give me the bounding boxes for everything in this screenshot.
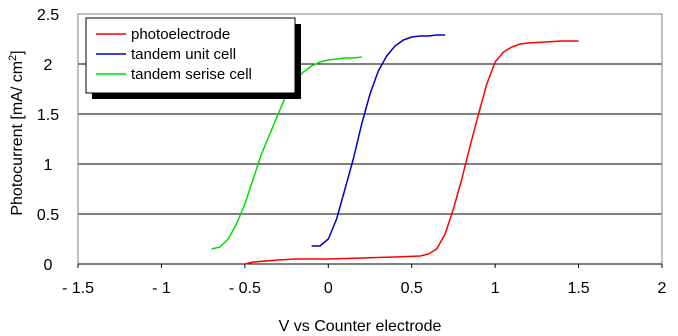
- y-tick-label: 0: [44, 257, 53, 274]
- y-tick-label: 1.5: [37, 107, 59, 124]
- y-tick-label: 2.5: [37, 7, 59, 24]
- x-tick-label: 1.5: [567, 280, 589, 297]
- legend-label: tandem serise cell: [131, 66, 252, 83]
- x-tick-labels: - 1.5 - 1 - 0.5 0 0.5 1 1.5 2: [62, 264, 667, 297]
- x-tick-label: - 0.5: [229, 280, 261, 297]
- y-axis-label-end: ]: [9, 50, 26, 54]
- y-tick-label: 0.5: [37, 207, 59, 224]
- x-tick-label: 0.5: [401, 280, 423, 297]
- y-tick-labels: 0 0.5 1 1.5 2 2.5: [37, 7, 59, 274]
- legend-label: photoelectrode: [131, 26, 230, 43]
- x-tick-label: - 1.5: [62, 280, 94, 297]
- y-axis-label-main: Photocurrent [mA/ cm: [9, 61, 26, 216]
- legend-label: tandem unit cell: [131, 46, 236, 63]
- x-tick-label: 0: [324, 280, 333, 297]
- legend: photoelectrode tandem unit cell tandem ser…: [85, 17, 301, 99]
- x-tick-label: 2: [658, 280, 667, 297]
- x-tick-label: 1: [491, 280, 500, 297]
- y-axis-label: Photocurrent [mA/ cm2]: [7, 50, 26, 215]
- x-axis-label: V vs Counter electrode: [279, 318, 442, 335]
- y-tick-label: 1: [44, 157, 53, 174]
- y-axis-label-superscript: 2: [7, 55, 19, 61]
- series-line: [311, 34, 446, 247]
- x-tick-label: - 1: [152, 280, 171, 297]
- y-tick-label: 2: [44, 57, 53, 74]
- legend-box: [85, 17, 296, 94]
- series-line: [244, 40, 579, 265]
